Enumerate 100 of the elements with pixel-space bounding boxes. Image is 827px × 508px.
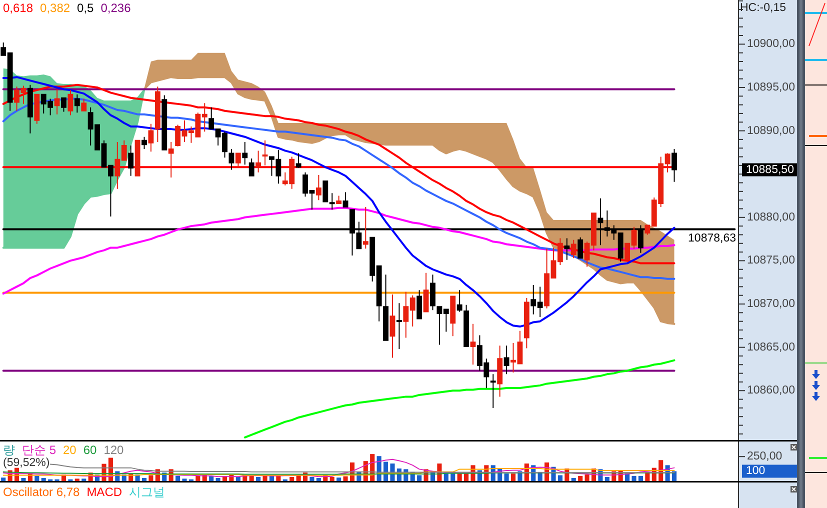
candlestick — [296, 152, 302, 169]
y-tick-label: 250,00 — [747, 450, 782, 463]
bar — [457, 474, 462, 481]
candlestick — [34, 94, 40, 124]
series-label: 20 — [63, 443, 77, 457]
bar — [578, 476, 583, 481]
y-tick-label: 10895,00 — [747, 81, 795, 94]
bar — [558, 475, 562, 481]
line-series — [2, 98, 676, 280]
text: 100 — [746, 465, 766, 478]
bar — [216, 478, 220, 481]
candlestick — [456, 290, 462, 312]
bar — [672, 471, 677, 481]
candlestick — [27, 84, 33, 134]
text: 0,236 — [100, 1, 132, 15]
candlestick — [248, 158, 254, 176]
candlestick — [256, 150, 262, 173]
y-tick-label: 10870,00 — [747, 298, 795, 310]
y-tick-label: 10860,00 — [747, 384, 795, 397]
candlestick — [423, 272, 429, 312]
bar — [290, 477, 294, 481]
text: 0,382 — [40, 1, 70, 15]
candlestick — [336, 195, 342, 204]
bar — [417, 475, 422, 481]
y-tick-label: 10890,00 — [747, 124, 795, 137]
bar — [504, 474, 509, 481]
candlestick — [342, 192, 348, 208]
bar — [34, 476, 40, 481]
bar — [444, 474, 448, 481]
bar — [256, 477, 261, 481]
series-label: 단순 5 — [22, 443, 56, 457]
candlestick — [168, 142, 174, 178]
data-label: 10878,63 — [688, 232, 736, 244]
candlestick — [162, 94, 168, 150]
candlestick — [134, 140, 140, 176]
candlestick — [81, 98, 87, 112]
bar — [142, 478, 147, 481]
candlestick — [490, 374, 496, 408]
candlestick — [570, 239, 576, 259]
bar — [464, 474, 469, 481]
line-series — [244, 359, 676, 438]
candlestick — [450, 296, 456, 337]
candlestick — [228, 148, 234, 170]
y-tick-label: 10900,00 — [747, 38, 795, 50]
candlestick — [383, 274, 388, 341]
line-series — [2, 76, 676, 328]
candlestick — [316, 174, 322, 201]
candlestick — [262, 140, 268, 166]
bar — [1, 478, 6, 481]
y-tick-label: 10880,00 — [747, 211, 795, 224]
candlestick — [497, 345, 503, 398]
annotation: (59,52%) — [3, 457, 50, 469]
candlestick — [54, 88, 60, 115]
legend-title: 량 — [3, 443, 15, 457]
text: 0,618 — [3, 1, 34, 15]
candlestick — [128, 145, 134, 176]
bar — [176, 476, 180, 481]
line-series — [2, 84, 676, 264]
candlestick — [430, 274, 436, 311]
candlestick — [68, 90, 74, 116]
bar — [450, 474, 456, 481]
candlestick — [235, 152, 241, 169]
candlestick — [464, 304, 469, 347]
candlestick — [390, 294, 396, 358]
y-tick-label: 10865,00 — [747, 341, 795, 354]
candlestick — [142, 136, 147, 150]
candlestick — [470, 323, 476, 366]
legend-label: 시그널 — [129, 485, 166, 499]
candlestick — [242, 142, 248, 166]
candlestick — [524, 297, 530, 349]
bar — [310, 477, 314, 481]
bar — [330, 477, 334, 481]
candlestick — [61, 97, 66, 112]
candlestick — [672, 148, 677, 182]
series-label: 60 — [83, 443, 98, 457]
candlestick — [504, 345, 510, 375]
candlestick — [416, 290, 422, 320]
candlestick — [74, 94, 80, 114]
line-series — [2, 206, 676, 295]
bar — [21, 478, 26, 481]
bar — [236, 477, 240, 481]
text: HC:-0,15 — [740, 2, 786, 14]
candlestick — [362, 206, 368, 250]
bar — [584, 474, 590, 481]
bar — [249, 476, 254, 481]
candlestick — [578, 236, 584, 259]
candlestick — [564, 238, 570, 260]
bar — [41, 478, 46, 481]
text: 10885,50 — [746, 164, 794, 176]
bar — [571, 478, 576, 481]
text: 0,5 — [77, 1, 94, 15]
series-label: 120 — [104, 443, 124, 457]
y-tick-label: 10875,00 — [747, 254, 795, 267]
bar — [336, 478, 342, 481]
legend-label: Oscillator 6,78 — [3, 485, 80, 499]
bar — [604, 477, 610, 481]
bar — [632, 476, 636, 481]
bar — [316, 478, 321, 481]
legend-label: MACD — [86, 485, 122, 499]
bar — [510, 474, 516, 481]
